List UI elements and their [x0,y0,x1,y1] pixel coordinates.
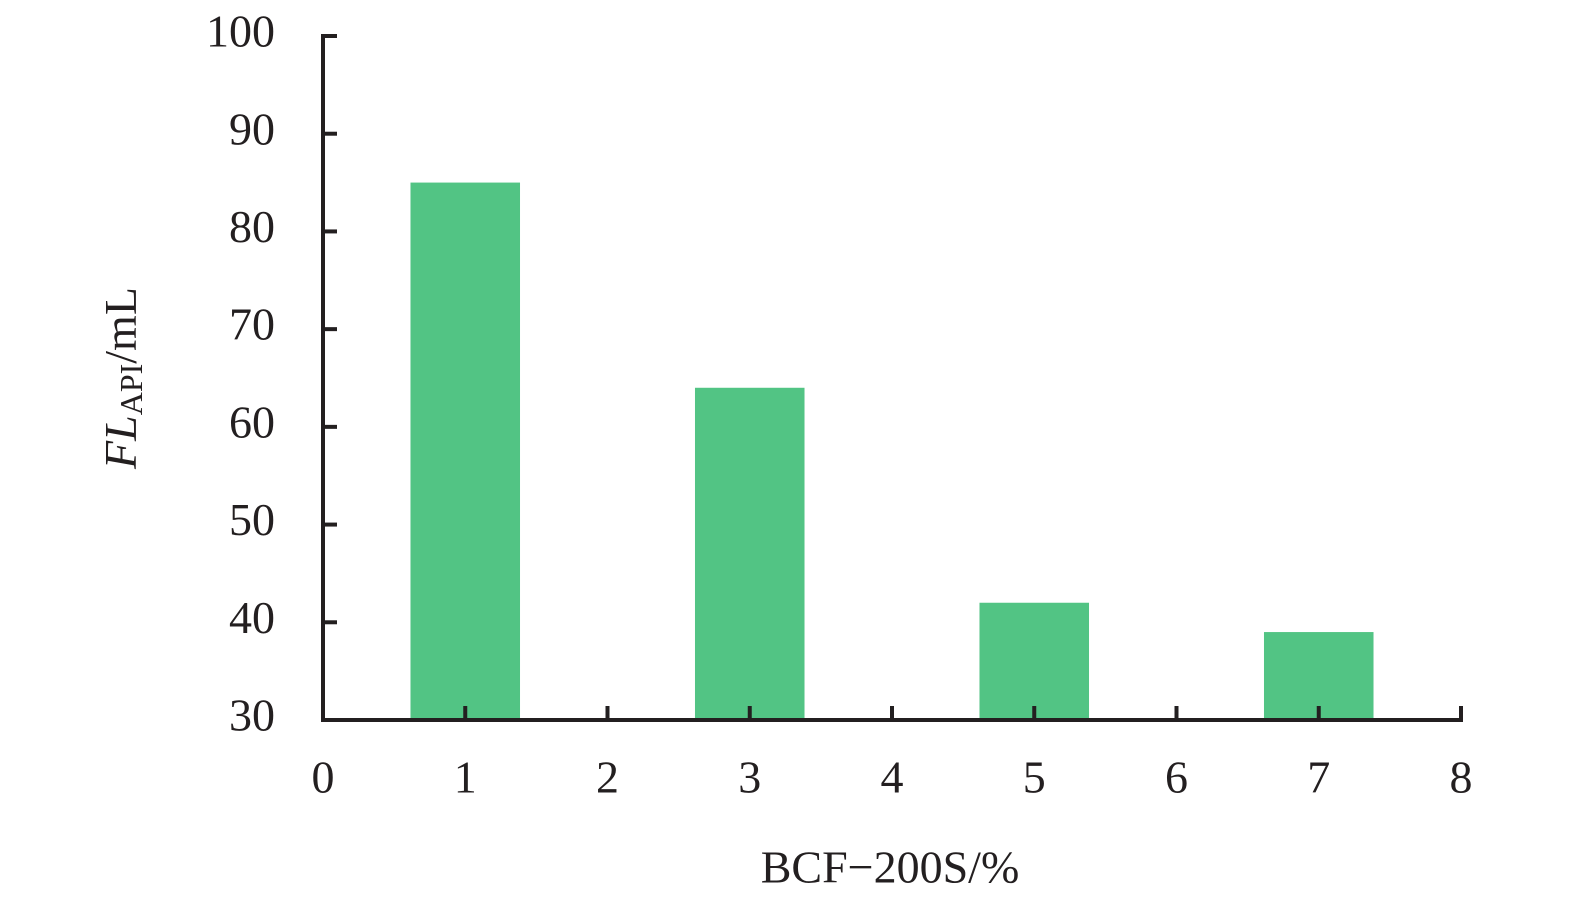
y-tick-label: 90 [229,103,275,154]
x-tick-label: 5 [1023,752,1046,803]
x-tick-label: 8 [1450,752,1473,803]
y-axis-label: FLAPI/mL [95,287,150,470]
y-tick-label: 100 [206,6,275,57]
x-tick-label: 7 [1307,752,1330,803]
x-tick-label: 3 [738,752,761,803]
x-axis-label: BCF−200S/% [761,842,1020,893]
x-tick-label: 2 [596,752,619,803]
y-label-unit: /mL [95,287,146,364]
x-tick-label: 4 [881,752,904,803]
x-tick-label: 6 [1165,752,1188,803]
bar [979,602,1090,720]
y-label-main: FL [95,415,146,470]
y-label-sub: API [113,364,149,416]
x-tick-label: 0 [312,752,335,803]
y-tick-label: 60 [229,396,275,447]
y-tick-label: 70 [229,299,275,350]
y-tick-label: 30 [229,690,275,741]
y-tick-label: 40 [229,592,275,643]
x-tick-label: 1 [454,752,477,803]
bar [1263,632,1374,720]
y-tick-label: 50 [229,494,275,545]
bar [410,182,521,721]
y-tick-label: 80 [229,201,275,252]
bar [694,387,805,720]
